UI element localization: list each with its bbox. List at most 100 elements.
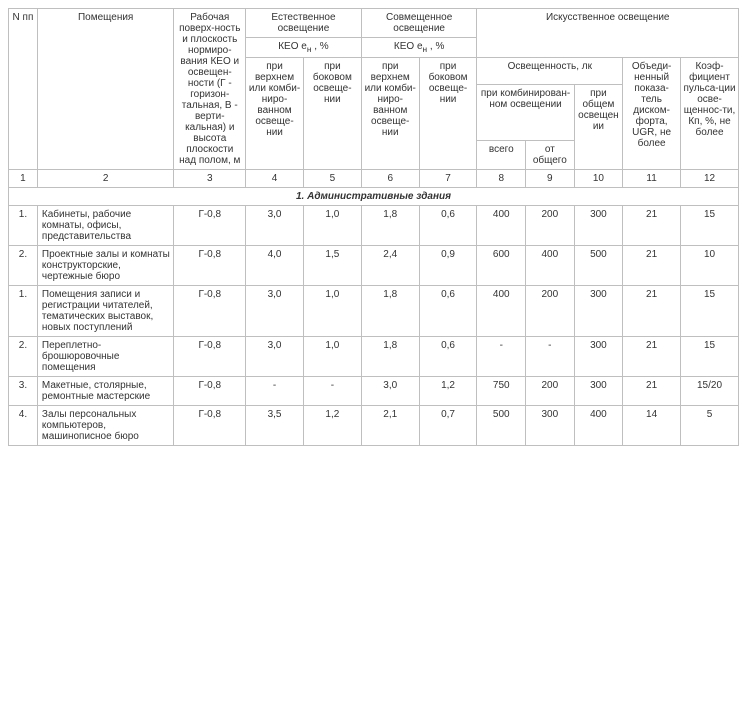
colnum-1: 1 [9, 170, 38, 188]
cell-c4: 3,5 [246, 406, 304, 446]
column-number-row: 1 2 3 4 5 6 7 8 9 10 11 12 [9, 170, 739, 188]
cell-c12: 15 [681, 337, 739, 377]
cell-c9: 200 [526, 377, 575, 406]
cell-c12: 5 [681, 406, 739, 446]
cell-c4: - [246, 377, 304, 406]
col-6: при верхнем или комби-ниро-ванном освеще… [361, 58, 419, 170]
cell-c7: 0,9 [419, 246, 477, 286]
cell-n: 2. [9, 337, 38, 377]
cell-name: Макетные, столярные, ремонтные мастерски… [37, 377, 174, 406]
cell-c7: 0,6 [419, 337, 477, 377]
colnum-12: 12 [681, 170, 739, 188]
section-title: 1. Административные здания [9, 188, 739, 206]
cell-c11: 21 [623, 377, 681, 406]
cell-c8: 500 [477, 406, 526, 446]
cell-c9: - [526, 337, 575, 377]
cell-c5: 1,0 [303, 286, 361, 337]
colnum-6: 6 [361, 170, 419, 188]
col-general-light: при общем освещении [574, 84, 623, 170]
colnum-11: 11 [623, 170, 681, 188]
cell-c4: 3,0 [246, 286, 304, 337]
table-row: 1.Кабинеты, рабочие комнаты, офисы, пред… [9, 206, 739, 246]
cell-c7: 0,6 [419, 286, 477, 337]
table-row: 2.Проектные залы и комнаты конструкторск… [9, 246, 739, 286]
cell-c3: Г-0,8 [174, 406, 246, 446]
cell-c5: 1,0 [303, 206, 361, 246]
cell-c6: 1,8 [361, 286, 419, 337]
col-5: при боковом освеще-нии [303, 58, 361, 170]
cell-n: 4. [9, 406, 38, 446]
cell-c3: Г-0,8 [174, 377, 246, 406]
cell-c11: 21 [623, 246, 681, 286]
lighting-norms-table: N пп Помещения Рабочая поверх-ность и пл… [8, 8, 739, 446]
colnum-2: 2 [37, 170, 174, 188]
cell-c5: 1,5 [303, 246, 361, 286]
colnum-4: 4 [246, 170, 304, 188]
cell-c10: 300 [574, 206, 623, 246]
cell-c4: 3,0 [246, 206, 304, 246]
cell-c5: - [303, 377, 361, 406]
cell-c12: 10 [681, 246, 739, 286]
cell-c9: 300 [526, 406, 575, 446]
cell-name: Проектные залы и комнаты конструкторские… [37, 246, 174, 286]
colnum-9: 9 [526, 170, 575, 188]
cell-c12: 15 [681, 286, 739, 337]
cell-c11: 21 [623, 286, 681, 337]
cell-c9: 200 [526, 206, 575, 246]
table-row: 1.Помещения записи и регистрации читател… [9, 286, 739, 337]
cell-c12: 15/20 [681, 377, 739, 406]
col-ugr: Объеди-ненный показа-тель диском-форта, … [623, 58, 681, 170]
cell-c8: 600 [477, 246, 526, 286]
cell-c6: 1,8 [361, 337, 419, 377]
cell-c6: 2,1 [361, 406, 419, 446]
cell-c8: 400 [477, 206, 526, 246]
cell-c3: Г-0,8 [174, 337, 246, 377]
cell-c6: 2,4 [361, 246, 419, 286]
table-row: 3.Макетные, столярные, ремонтные мастерс… [9, 377, 739, 406]
cell-c9: 200 [526, 286, 575, 337]
cell-n: 3. [9, 377, 38, 406]
cell-c5: 1,2 [303, 406, 361, 446]
cell-n: 1. [9, 286, 38, 337]
section-row: 1. Административные здания [9, 188, 739, 206]
cell-c8: 750 [477, 377, 526, 406]
colnum-10: 10 [574, 170, 623, 188]
col-rooms: Помещения [37, 9, 174, 170]
cell-name: Кабинеты, рабочие комнаты, офисы, предст… [37, 206, 174, 246]
col-artificial: Искусственное освещение [477, 9, 739, 58]
cell-n: 1. [9, 206, 38, 246]
header-row-1: N пп Помещения Рабочая поверх-ность и пл… [9, 9, 739, 38]
cell-c7: 1,2 [419, 377, 477, 406]
cell-name: Переплетно-брошюровочные помещения [37, 337, 174, 377]
cell-c8: - [477, 337, 526, 377]
cell-c10: 300 [574, 286, 623, 337]
cell-c3: Г-0,8 [174, 286, 246, 337]
cell-name: Залы персональных компьютеров, машинопис… [37, 406, 174, 446]
cell-c3: Г-0,8 [174, 206, 246, 246]
cell-c10: 300 [574, 377, 623, 406]
cell-c10: 500 [574, 246, 623, 286]
table-row: 4.Залы персональных компьютеров, машиноп… [9, 406, 739, 446]
colnum-8: 8 [477, 170, 526, 188]
cell-c3: Г-0,8 [174, 246, 246, 286]
col-7: при боковом освеще-нии [419, 58, 477, 170]
col-ot-obsch: от общего [526, 141, 575, 170]
keo-1: КЕО ен , % [246, 38, 362, 58]
cell-name: Помещения записи и регистрации читателей… [37, 286, 174, 337]
colnum-5: 5 [303, 170, 361, 188]
colnum-7: 7 [419, 170, 477, 188]
col-4: при верхнем или комби-ниро-ванном освеще… [246, 58, 304, 170]
cell-c11: 21 [623, 337, 681, 377]
cell-c10: 300 [574, 337, 623, 377]
col-n: N пп [9, 9, 38, 170]
col-natural: Естественное освещение [246, 9, 362, 38]
cell-c11: 21 [623, 206, 681, 246]
cell-c6: 1,8 [361, 206, 419, 246]
keo-2: КЕО ен , % [361, 38, 477, 58]
col-combined: Совмещенное освещение [361, 9, 477, 38]
col-kp: Коэф-фициент пульса-ции осве-щеннос-ти, … [681, 58, 739, 170]
cell-c8: 400 [477, 286, 526, 337]
cell-c12: 15 [681, 206, 739, 246]
cell-n: 2. [9, 246, 38, 286]
cell-c4: 4,0 [246, 246, 304, 286]
